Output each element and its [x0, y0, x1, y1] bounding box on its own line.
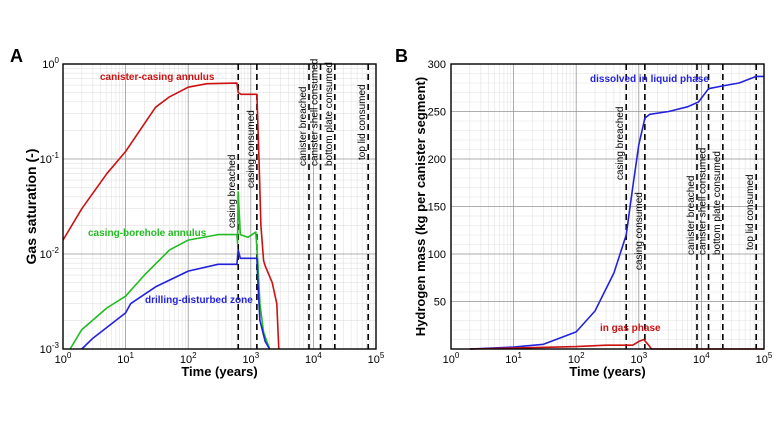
event-label: canister breached [298, 87, 309, 167]
plot-frame [62, 63, 377, 350]
x-tick-label: 104 [305, 351, 322, 366]
x-tick-label: 101 [505, 351, 522, 366]
y-tick-label: 250 [428, 107, 446, 119]
series-label: in gas phase [600, 323, 661, 334]
panel-label: A [10, 46, 23, 66]
series-line-casing-borehole-annulus [69, 191, 271, 350]
event-label: canister shell consumed [310, 59, 321, 166]
y-tick-label: 100 [42, 56, 59, 71]
series-label: drilling-disturbed zone [145, 295, 253, 306]
series-line-dissolved-in-liquid-phase [469, 75, 764, 350]
y-tick-label: 10-1 [40, 151, 60, 166]
x-tick-label: 103 [630, 351, 647, 366]
x-tick-label: 105 [756, 351, 773, 366]
x-axis-label: Time (years) [181, 364, 257, 379]
event-label: bottom plate consumed [324, 62, 335, 166]
panel-b: 100 101 102 103 104 105 50 100 150 200 250 300 casin… [395, 46, 773, 379]
panel-label: B [395, 46, 408, 66]
x-tick-label: 100 [443, 351, 460, 366]
y-axis-label: Hydrogen mass (kg per canister segment) [413, 77, 428, 336]
x-tick-label: 105 [368, 351, 385, 366]
event-label: bottom plate consumed [712, 151, 723, 255]
series-label: canister-casing annulus [100, 72, 215, 83]
y-tick-label: 150 [428, 202, 446, 214]
x-tick-label: 104 [693, 351, 710, 366]
panel-a: 100 101 102 103 104 105 10-3 10-2 10-1 100 casing … [10, 46, 385, 379]
x-tick-label: 103 [242, 351, 259, 366]
y-tick-label: 300 [428, 59, 446, 71]
y-tick-label: 50 [434, 297, 446, 309]
x-tick-label: 102 [180, 351, 197, 366]
event-label: canister shell consumed [698, 148, 709, 255]
series-line-in-gas-phase [469, 338, 764, 350]
y-tick-label: 200 [428, 154, 446, 166]
event-label: top lid consumed [745, 174, 756, 250]
y-tick-label: 10-2 [40, 246, 60, 261]
series-line-drilling-disturbed-zone [81, 249, 271, 350]
event-label: casing breached [615, 107, 626, 180]
event-label: casing consumed [246, 110, 257, 188]
x-tick-label: 102 [568, 351, 585, 366]
event-label: top lid consumed [357, 84, 368, 160]
event-label: canister breached [686, 176, 697, 256]
series-label: casing-borehole annulus [88, 228, 207, 239]
x-tick-label: 101 [117, 351, 134, 366]
event-label: casing breached [227, 155, 238, 228]
y-tick-label: 100 [428, 249, 446, 261]
plot-frame [450, 63, 765, 350]
y-axis-label: Gas saturation (-) [23, 149, 39, 265]
event-label: casing consumed [634, 192, 645, 270]
series-line-canister-casing-annulus [62, 82, 280, 350]
series-label: dissolved in liquid phase [590, 74, 709, 85]
y-tick-label: 10-3 [40, 341, 60, 356]
x-tick-label: 100 [55, 351, 72, 366]
x-axis-label: Time (years) [569, 364, 645, 379]
